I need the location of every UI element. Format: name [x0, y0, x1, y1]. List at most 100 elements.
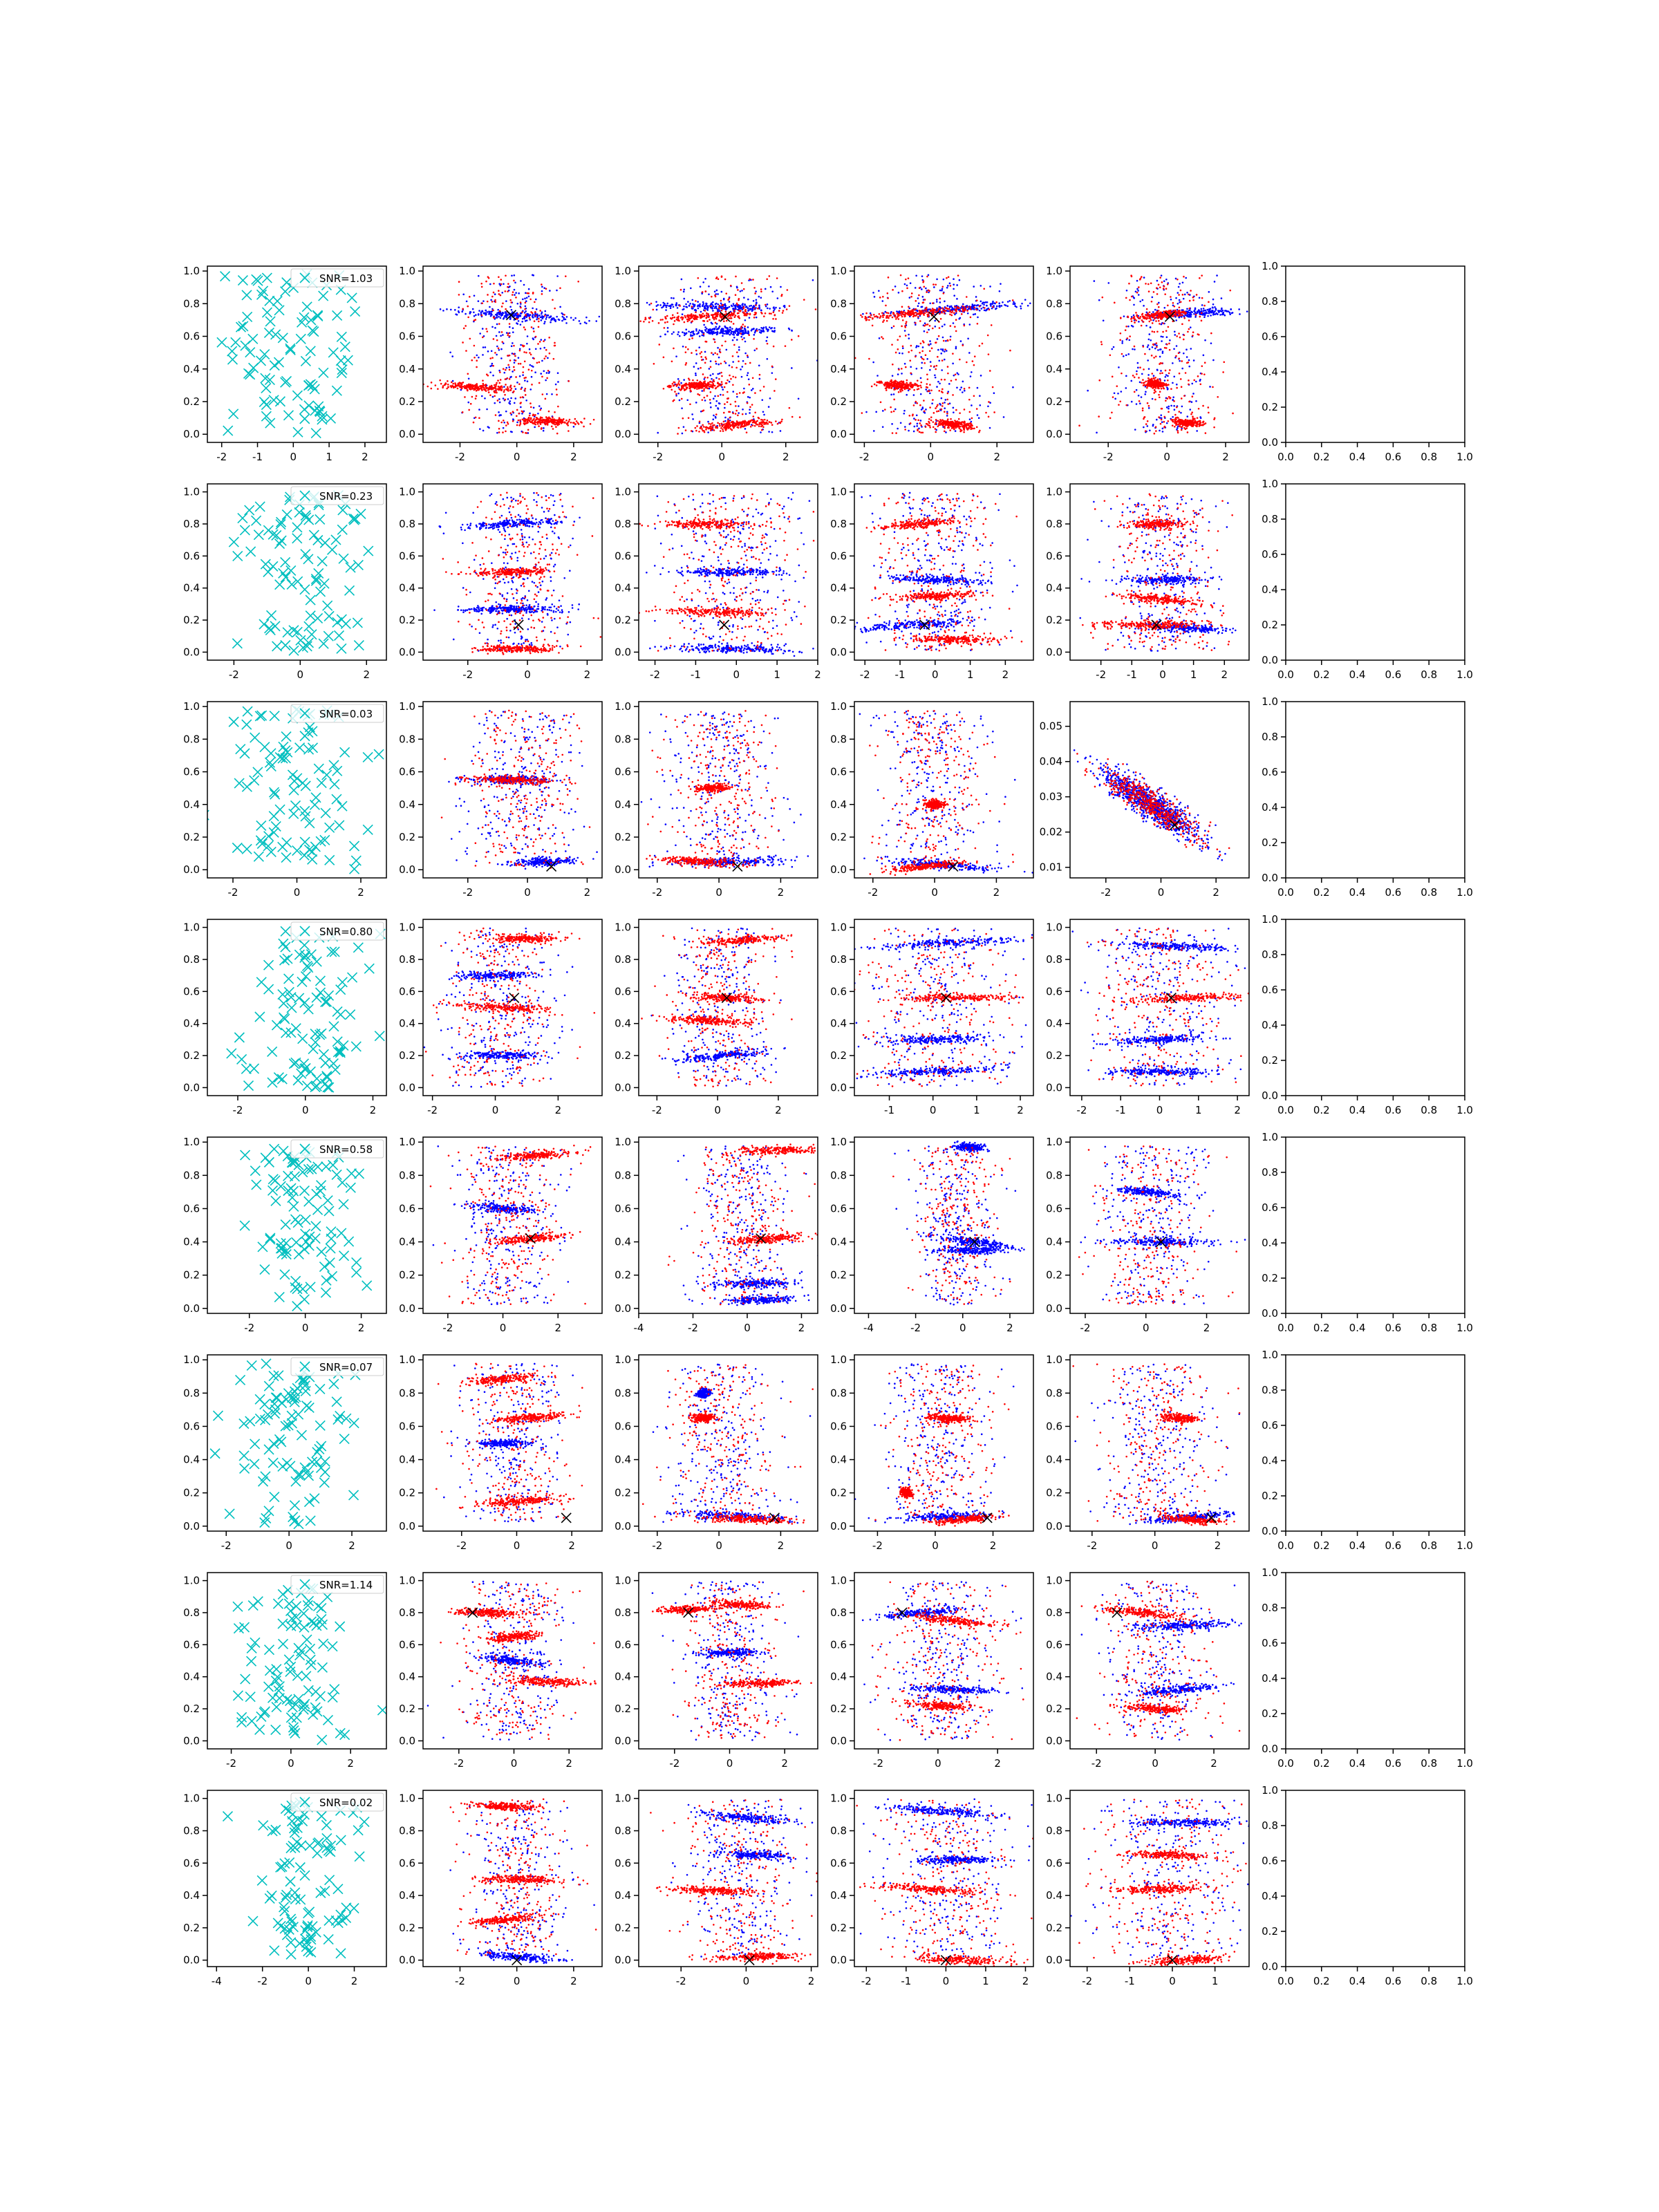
- sample-point-red: [691, 382, 693, 384]
- sample-point-red: [537, 418, 540, 420]
- sample-point-blue: [541, 317, 543, 319]
- sample-point-red: [752, 415, 755, 418]
- sample-point-blue: [665, 309, 667, 311]
- sample-point-red: [527, 416, 530, 419]
- sample-point-red: [904, 429, 906, 431]
- sample-point-red: [906, 382, 908, 384]
- sample-point-blue: [766, 303, 769, 306]
- x-tick-label: 2: [993, 451, 1000, 463]
- sample-point-blue: [706, 309, 709, 311]
- sample-point-red: [535, 418, 537, 421]
- sample-point-red: [742, 392, 744, 394]
- sample-point-blue: [585, 316, 588, 319]
- sample-point-blue: [718, 372, 721, 375]
- sample-point-blue: [1176, 429, 1178, 431]
- sample-point-blue: [543, 370, 545, 373]
- sample-point-red: [887, 312, 890, 315]
- sample-point-red: [775, 318, 777, 320]
- sample-point-red: [899, 388, 901, 391]
- sample-point-blue: [914, 287, 917, 289]
- sample-point-red: [897, 339, 899, 341]
- sample-point-blue: [976, 304, 978, 307]
- sample-point-red: [700, 384, 702, 386]
- sample-point-red: [944, 307, 947, 309]
- sample-point-red: [897, 348, 899, 350]
- sample-point-red: [928, 325, 931, 327]
- sample-point-red: [928, 422, 930, 424]
- plot-area: [854, 274, 1031, 434]
- sample-point-blue: [735, 285, 738, 288]
- sample-point-red: [973, 364, 975, 366]
- sample-point-red: [529, 417, 532, 420]
- sample-point-red: [957, 425, 960, 428]
- sample-point-red: [681, 386, 684, 388]
- sample-point-red: [678, 380, 680, 382]
- sample-point-blue: [1210, 311, 1212, 314]
- observed-marker: [299, 312, 310, 323]
- sample-point-blue: [1225, 310, 1227, 312]
- sample-point-red: [949, 310, 952, 313]
- sample-point-red: [766, 342, 769, 345]
- sample-point-blue: [1178, 299, 1181, 301]
- sample-point-red: [512, 411, 514, 413]
- sample-point-blue: [675, 395, 677, 397]
- sample-point-red: [922, 312, 925, 315]
- sample-point-blue: [722, 335, 724, 337]
- observed-marker: [235, 321, 247, 332]
- sample-point-red: [939, 419, 941, 421]
- sample-point-red: [532, 419, 534, 421]
- sample-point-blue: [925, 388, 928, 391]
- sample-point-red: [924, 299, 926, 301]
- sample-point-red: [882, 296, 884, 298]
- sample-point-red: [693, 385, 695, 387]
- sample-point-blue: [929, 361, 932, 363]
- sample-point-red: [752, 279, 754, 281]
- sample-point-blue: [1202, 310, 1205, 312]
- sample-point-red: [542, 421, 544, 424]
- sample-point-red: [473, 388, 476, 391]
- sample-point-blue: [753, 331, 756, 334]
- sample-point-blue: [492, 374, 494, 377]
- sample-point-red: [733, 422, 736, 424]
- sample-point-blue: [778, 307, 781, 310]
- sample-point-red: [937, 404, 939, 406]
- sample-point-red: [545, 418, 548, 421]
- sample-point-red: [695, 349, 697, 352]
- sample-point-blue: [1020, 305, 1022, 308]
- sample-point-red: [911, 309, 914, 311]
- plot-area: [639, 275, 818, 435]
- sample-point-blue: [912, 430, 915, 433]
- sample-point-red: [502, 420, 505, 422]
- sample-point-red: [496, 339, 498, 341]
- sample-point-blue: [1198, 297, 1201, 299]
- legend-box: [290, 268, 384, 288]
- sample-point-blue: [1172, 362, 1174, 364]
- sample-point-red: [738, 315, 740, 317]
- sample-point-blue: [1191, 382, 1194, 385]
- sample-point-red: [961, 423, 963, 426]
- sample-point-red: [901, 319, 904, 321]
- sample-point-red: [911, 384, 914, 386]
- sample-point-red: [469, 402, 472, 405]
- sample-point-red: [687, 348, 689, 350]
- sample-point-blue: [666, 302, 669, 305]
- sample-point-red: [465, 325, 467, 327]
- sample-point-red: [567, 424, 570, 427]
- sample-point-blue: [543, 346, 545, 349]
- sample-point-blue: [545, 318, 547, 320]
- observed-marker: [227, 346, 238, 357]
- sample-point-blue: [715, 400, 718, 402]
- sample-point-blue: [527, 288, 530, 290]
- sample-point-red: [922, 281, 924, 283]
- sample-point-blue: [742, 409, 744, 411]
- sample-point-blue: [747, 307, 749, 310]
- sample-point-blue: [960, 386, 962, 388]
- observed-marker: [280, 377, 291, 388]
- sample-point-red: [444, 382, 447, 384]
- sample-point-red: [861, 316, 863, 318]
- sample-point-red: [663, 327, 666, 329]
- sample-point-blue: [1173, 348, 1175, 350]
- sample-point-blue: [720, 302, 722, 305]
- sample-point-blue: [742, 333, 744, 335]
- sample-point-red: [892, 289, 894, 291]
